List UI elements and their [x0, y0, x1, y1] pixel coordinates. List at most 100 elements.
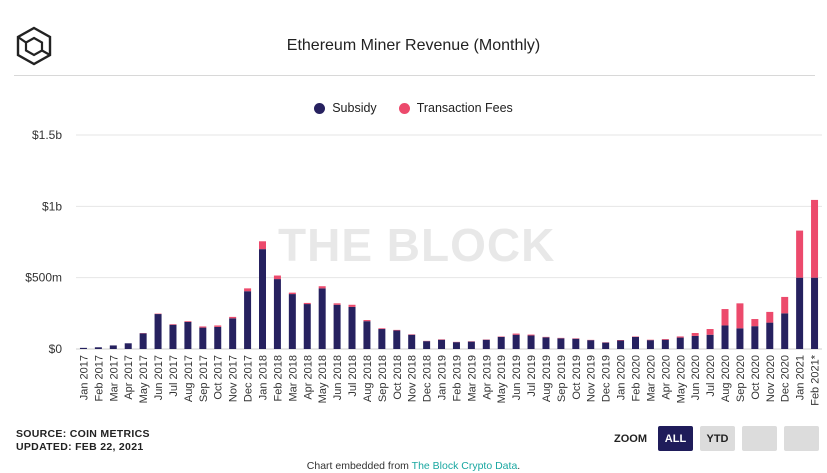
bar-transaction-fees[interactable]: [273, 275, 281, 280]
bar-transaction-fees[interactable]: [706, 329, 714, 335]
bar-subsidy[interactable]: [124, 343, 132, 349]
bar-subsidy[interactable]: [811, 277, 819, 349]
bar-subsidy[interactable]: [796, 277, 804, 349]
bar-transaction-fees[interactable]: [378, 328, 386, 330]
embed-suffix: .: [517, 460, 521, 472]
bar-subsidy[interactable]: [408, 334, 416, 349]
bar-subsidy[interactable]: [244, 291, 252, 349]
bar-subsidy[interactable]: [527, 335, 535, 349]
bar-transaction-fees[interactable]: [751, 319, 759, 327]
bar-subsidy[interactable]: [736, 328, 744, 349]
bar-subsidy[interactable]: [79, 347, 87, 349]
bar-transaction-fees[interactable]: [721, 309, 729, 326]
bar-subsidy[interactable]: [423, 341, 431, 349]
bar-transaction-fees[interactable]: [348, 304, 356, 307]
bar-subsidy[interactable]: [378, 329, 386, 349]
bar-subsidy[interactable]: [363, 321, 371, 349]
bar-subsidy[interactable]: [303, 304, 311, 349]
bar-subsidy[interactable]: [587, 340, 595, 349]
bar-transaction-fees[interactable]: [169, 324, 177, 325]
bar-subsidy[interactable]: [676, 337, 684, 349]
bar-subsidy[interactable]: [497, 336, 505, 349]
bar-transaction-fees[interactable]: [781, 296, 789, 314]
bar-subsidy[interactable]: [438, 339, 446, 349]
x-tick-label: Sep 2020: [735, 355, 747, 402]
bar-transaction-fees[interactable]: [766, 311, 774, 323]
x-tick-label: Feb 2018: [272, 355, 284, 401]
bar-subsidy[interactable]: [94, 347, 102, 349]
x-tick-label: Oct 2017: [213, 355, 225, 400]
bar-subsidy[interactable]: [512, 334, 520, 349]
x-tick-label: Aug 2020: [720, 355, 732, 402]
bar-subsidy[interactable]: [542, 337, 550, 349]
bar-transaction-fees[interactable]: [527, 334, 535, 336]
bar-subsidy[interactable]: [632, 336, 639, 349]
bar-transaction-fees[interactable]: [691, 333, 699, 336]
x-tick-label: Jun 2019: [511, 355, 523, 400]
bar-transaction-fees[interactable]: [512, 333, 520, 335]
bar-subsidy[interactable]: [229, 318, 237, 349]
bar-subsidy[interactable]: [661, 339, 669, 349]
bar-transaction-fees[interactable]: [318, 286, 326, 289]
bar-transaction-fees[interactable]: [288, 292, 296, 295]
bar-subsidy[interactable]: [721, 325, 729, 349]
embed-link[interactable]: The Block Crypto Data: [411, 460, 518, 472]
bar-transaction-fees[interactable]: [811, 199, 819, 278]
bar-subsidy[interactable]: [482, 339, 490, 349]
bar-transaction-fees[interactable]: [676, 336, 684, 338]
bar-subsidy[interactable]: [766, 322, 774, 349]
bar-transaction-fees[interactable]: [259, 241, 266, 250]
bar-subsidy[interactable]: [333, 304, 341, 349]
bar-subsidy[interactable]: [199, 327, 207, 349]
bar-subsidy[interactable]: [288, 294, 296, 349]
bar-subsidy[interactable]: [259, 249, 266, 349]
bar-subsidy[interactable]: [169, 324, 177, 349]
bar-transaction-fees[interactable]: [363, 320, 371, 322]
bar-subsidy[interactable]: [751, 326, 759, 349]
x-tick-label: Nov 2020: [765, 355, 777, 402]
bar-subsidy[interactable]: [572, 338, 580, 349]
bar-subsidy[interactable]: [154, 314, 162, 349]
zoom-ytd-button[interactable]: YTD: [700, 426, 735, 451]
bar-subsidy[interactable]: [214, 326, 222, 349]
bar-subsidy[interactable]: [646, 340, 654, 349]
zoom-all-button[interactable]: ALL: [658, 426, 693, 451]
bar-transaction-fees[interactable]: [214, 325, 222, 327]
x-tick-label: Oct 2019: [571, 355, 583, 400]
bar-subsidy[interactable]: [139, 333, 147, 349]
bar-transaction-fees[interactable]: [393, 329, 401, 331]
bar-subsidy[interactable]: [602, 342, 610, 349]
bar-subsidy[interactable]: [557, 338, 565, 349]
x-tick-label: Jul 2018: [347, 355, 359, 397]
zoom-blank-button-1[interactable]: [742, 426, 777, 451]
bar-transaction-fees[interactable]: [244, 288, 252, 292]
x-tick-label: Sep 2018: [377, 355, 389, 402]
bar-subsidy[interactable]: [691, 335, 699, 349]
bar-transaction-fees[interactable]: [796, 230, 804, 278]
bar-subsidy[interactable]: [109, 345, 117, 349]
bar-subsidy[interactable]: [617, 340, 625, 349]
zoom-blank-button-2[interactable]: [784, 426, 819, 451]
bar-transaction-fees[interactable]: [229, 316, 237, 319]
bar-transaction-fees[interactable]: [303, 302, 311, 305]
bar-subsidy[interactable]: [273, 279, 281, 349]
bar-transaction-fees[interactable]: [736, 303, 744, 329]
x-tick-label: Mar 2020: [645, 355, 657, 401]
legend-item-subsidy[interactable]: Subsidy: [314, 101, 377, 115]
bar-subsidy[interactable]: [781, 313, 789, 349]
embed-note: Chart embedded from The Block Crypto Dat…: [0, 460, 827, 472]
bar-subsidy[interactable]: [452, 342, 460, 349]
bar-subsidy[interactable]: [348, 306, 356, 349]
bar-transaction-fees[interactable]: [661, 339, 669, 340]
bar-transaction-fees[interactable]: [184, 321, 192, 322]
x-tick-label: Jul 2019: [526, 355, 538, 397]
bar-subsidy[interactable]: [467, 341, 475, 349]
bar-subsidy[interactable]: [318, 288, 326, 349]
bar-transaction-fees[interactable]: [199, 326, 207, 328]
legend-label-subsidy: Subsidy: [332, 101, 377, 115]
bar-transaction-fees[interactable]: [333, 303, 341, 305]
legend-item-transaction-fees[interactable]: Transaction Fees: [398, 101, 513, 115]
bar-subsidy[interactable]: [393, 330, 401, 349]
bar-subsidy[interactable]: [706, 334, 714, 349]
bar-subsidy[interactable]: [184, 321, 192, 349]
